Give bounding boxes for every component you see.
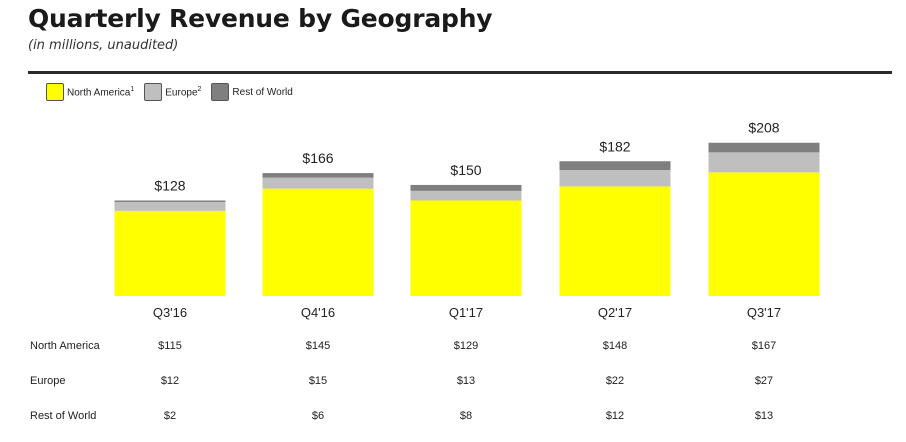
table-cell-north-america-q2-17: $148 — [602, 340, 628, 352]
total-label-q3-16: $128 — [154, 177, 185, 193]
category-label-q3-17: Q3'17 — [747, 305, 781, 320]
legend-swatch-north-america — [46, 83, 64, 101]
table-row-label-europe: Europe — [30, 375, 66, 387]
bar-segment-north-america-q3-16 — [114, 210, 226, 296]
table-cell-rest-of-world-q3-17: $13 — [754, 410, 774, 422]
total-label-q3-17: $208 — [748, 120, 779, 136]
category-label-q2-17: Q2'17 — [598, 305, 632, 320]
table-cell-north-america-q4-16: $145 — [305, 340, 331, 352]
legend-label-north-america: North America1 — [67, 85, 135, 99]
page-title: Quarterly Revenue by Geography — [28, 4, 493, 33]
table-cell-rest-of-world-q1-17: $8 — [459, 410, 473, 422]
table-cell-europe-q2-17: $22 — [605, 375, 625, 387]
table-cell-north-america-q3-17: $167 — [751, 340, 777, 352]
bar-segment-rest-of-world-q3-17 — [708, 142, 820, 153]
bar-segment-rest-of-world-q1-17 — [410, 184, 522, 191]
bar-segment-north-america-q2-17 — [559, 186, 671, 296]
total-label-q4-16: $166 — [302, 150, 333, 166]
category-label-q1-17: Q1'17 — [449, 305, 483, 320]
legend-label-europe: Europe2 — [165, 85, 202, 99]
bar-segment-north-america-q3-17 — [708, 172, 820, 296]
legend-swatch-europe — [144, 83, 163, 101]
table-cell-europe-q1-17: $13 — [456, 375, 476, 387]
table-cell-north-america-q1-17: $129 — [453, 340, 479, 352]
bar-segment-north-america-q4-16 — [262, 188, 374, 296]
legend-item-rest-of-world: Rest of World — [211, 83, 293, 101]
bar-segment-rest-of-world-q3-16 — [114, 200, 226, 202]
total-label-q1-17: $150 — [450, 162, 481, 178]
bar-segment-europe-q3-17 — [708, 152, 820, 173]
bar-segment-north-america-q1-17 — [410, 200, 522, 296]
chart-legend: North America1 Europe2 Rest of World — [46, 81, 303, 103]
legend-item-europe: Europe2 — [144, 83, 201, 101]
table-cell-europe-q3-16: $12 — [160, 375, 180, 387]
bar-segment-europe-q3-16 — [114, 201, 226, 211]
bar-segment-rest-of-world-q4-16 — [262, 173, 374, 178]
bar-segment-europe-q4-16 — [262, 177, 374, 189]
category-label-q4-16: Q4'16 — [301, 305, 335, 320]
legend-label-rest-of-world: Rest of World — [232, 86, 293, 98]
table-cell-north-america-q3-16: $115 — [158, 340, 182, 352]
category-label-q3-16: Q3'16 — [153, 305, 187, 320]
title-divider — [28, 71, 892, 74]
bar-segment-europe-q1-17 — [410, 190, 522, 201]
table-row-label-north-america: North America — [30, 340, 100, 352]
bar-segment-europe-q2-17 — [559, 170, 671, 187]
table-cell-europe-q4-16: $15 — [308, 375, 328, 387]
total-label-q2-17: $182 — [599, 138, 630, 154]
table-cell-rest-of-world-q2-17: $12 — [605, 410, 625, 422]
table-row-label-rest-of-world: Rest of World — [30, 410, 97, 422]
page-subtitle: (in millions, unaudited) — [28, 38, 179, 53]
legend-item-north-america: North America1 — [46, 83, 134, 101]
table-cell-rest-of-world-q4-16: $6 — [311, 410, 325, 422]
table-cell-rest-of-world-q3-16: $2 — [163, 410, 177, 422]
table-cell-europe-q3-17: $27 — [754, 375, 774, 387]
legend-swatch-rest-of-world — [211, 83, 230, 101]
bar-segment-rest-of-world-q2-17 — [559, 161, 671, 171]
